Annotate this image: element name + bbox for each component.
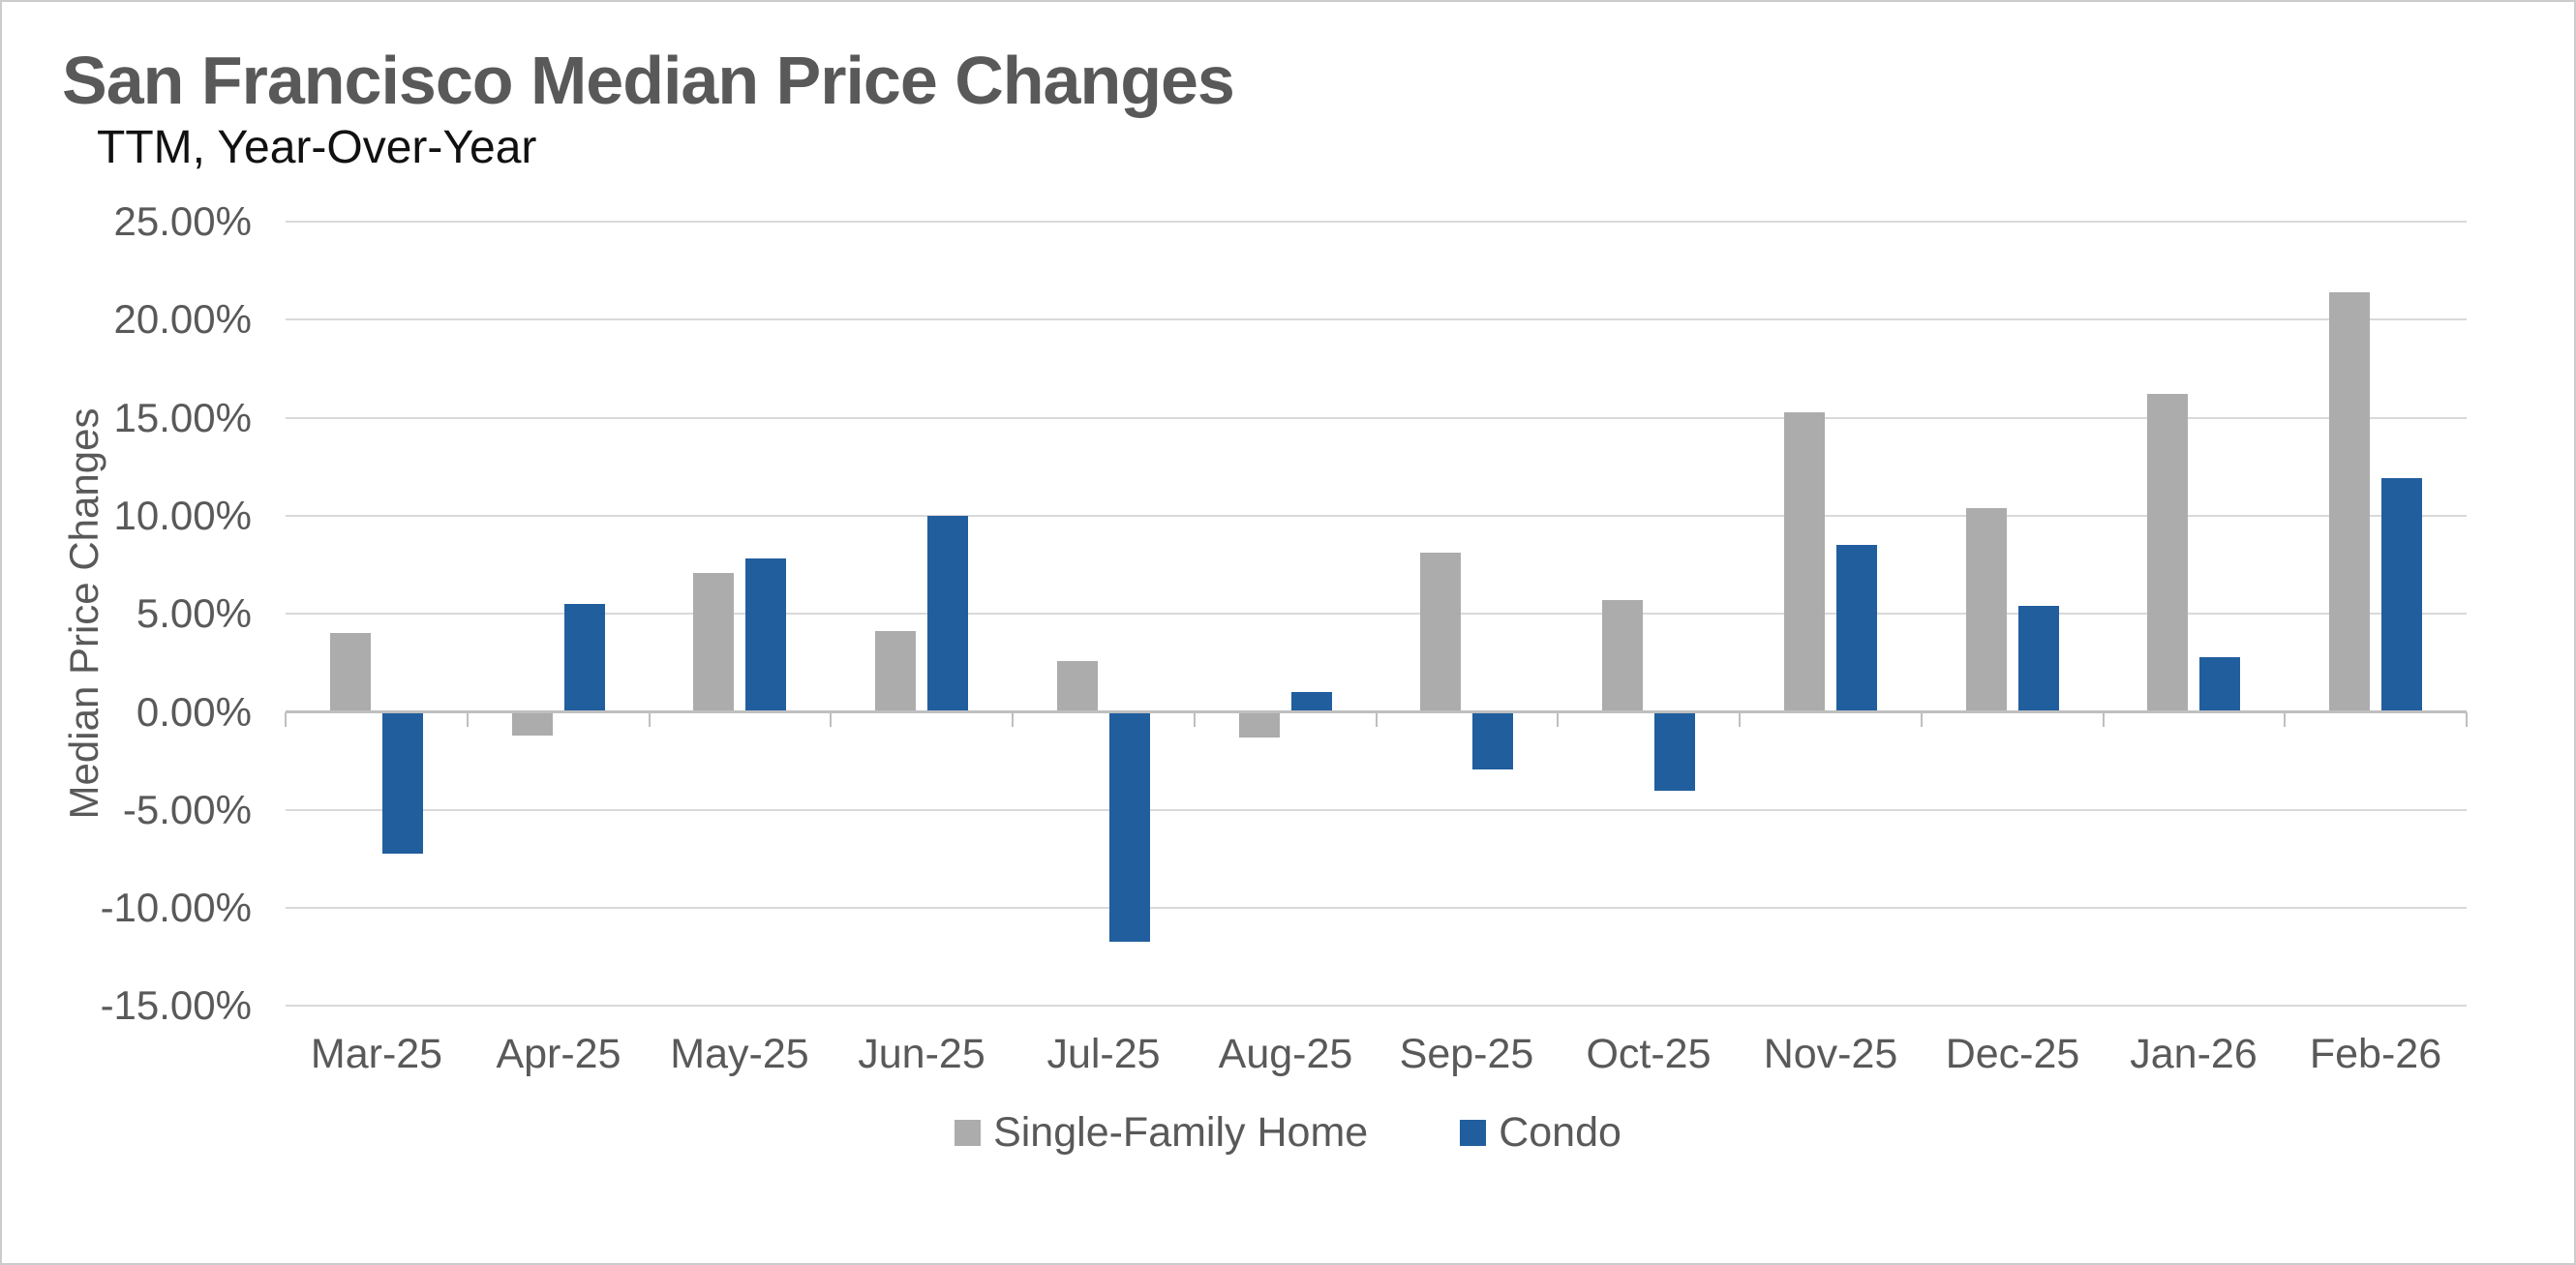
bar-condo-jan-26: [2199, 657, 2240, 712]
gridline-15-00: [286, 1005, 2467, 1007]
bar-single-family-home-apr-25: [512, 712, 553, 736]
gridline-25-00: [286, 221, 2467, 223]
y-tick-label-10-00: 10.00%: [113, 493, 252, 538]
y-tick-label-5-00: -5.00%: [122, 787, 252, 832]
legend-item-single-family-home: Single-Family Home: [955, 1110, 1368, 1155]
y-tick-label-20-00: 20.00%: [113, 296, 252, 342]
bar-condo-nov-25: [1836, 545, 1877, 711]
bar-single-family-home-mar-25: [330, 633, 371, 711]
legend-label-single-family-home: Single-Family Home: [993, 1109, 1369, 1156]
bar-condo-apr-25: [564, 604, 605, 711]
y-tick-label-25-00: 25.00%: [113, 198, 252, 244]
bar-single-family-home-jan-26: [2147, 394, 2188, 711]
y-tick-label-5-00: 5.00%: [136, 590, 252, 636]
x-tick-label-mar-25: Mar-25: [310, 1031, 443, 1077]
bar-single-family-home-sep-25: [1420, 553, 1461, 711]
bar-condo-sep-25: [1472, 712, 1513, 769]
legend-item-condo: Condo: [1460, 1110, 1621, 1155]
y-tick-label-10-00: -10.00%: [100, 885, 252, 930]
gridline-20-00: [286, 318, 2467, 320]
bar-condo-dec-25: [2018, 606, 2059, 711]
bar-condo-aug-25: [1291, 692, 1332, 711]
x-tick-label-nov-25: Nov-25: [1763, 1031, 1898, 1077]
y-tick-label-0-00: 0.00%: [136, 689, 252, 735]
x-tick-label-may-25: May-25: [670, 1031, 809, 1077]
bar-single-family-home-dec-25: [1966, 508, 2007, 712]
gridline-5-00: [286, 613, 2467, 615]
y-tick-label-15-00: 15.00%: [113, 395, 252, 440]
bar-single-family-home-jul-25: [1057, 661, 1098, 712]
x-tick-label-sep-25: Sep-25: [1399, 1031, 1534, 1077]
x-tick-label-jun-25: Jun-25: [858, 1031, 985, 1077]
legend-swatch-condo: [1460, 1119, 1487, 1146]
x-tick-label-jul-25: Jul-25: [1046, 1031, 1161, 1077]
bar-condo-oct-25: [1654, 712, 1695, 791]
bar-single-family-home-may-25: [693, 573, 734, 712]
bar-condo-may-25: [745, 558, 786, 711]
bar-condo-jun-25: [927, 516, 968, 712]
x-axis-tick: [467, 712, 469, 727]
chart-title: San Francisco Median Price Changes: [62, 43, 1235, 118]
x-tick-label-jan-26: Jan-26: [2130, 1031, 2258, 1077]
x-axis-tick: [2466, 712, 2468, 727]
chart-subtitle: TTM, Year-Over-Year: [97, 122, 537, 173]
x-tick-label-apr-25: Apr-25: [496, 1031, 621, 1077]
bar-condo-jul-25: [1109, 712, 1150, 942]
x-axis-tick: [649, 712, 651, 727]
bar-single-family-home-oct-25: [1602, 600, 1643, 711]
gridline-5-00: [286, 809, 2467, 811]
x-axis-tick: [2284, 712, 2286, 727]
x-axis-tick: [1194, 712, 1196, 727]
legend-swatch-single-family-home: [955, 1119, 982, 1146]
bar-single-family-home-nov-25: [1784, 412, 1825, 712]
bar-single-family-home-jun-25: [875, 631, 916, 711]
x-axis-tick: [1921, 712, 1923, 727]
x-tick-label-dec-25: Dec-25: [1945, 1031, 2080, 1077]
x-axis-tick: [1376, 712, 1378, 727]
x-axis-line: [286, 710, 2467, 713]
gridline-10-00: [286, 515, 2467, 517]
x-tick-label-aug-25: Aug-25: [1218, 1031, 1353, 1077]
x-axis-tick: [2103, 712, 2105, 727]
x-axis-tick: [1739, 712, 1741, 727]
legend-label-condo: Condo: [1499, 1109, 1621, 1156]
gridline-10-00: [286, 907, 2467, 909]
bar-single-family-home-feb-26: [2329, 292, 2370, 712]
x-tick-label-feb-26: Feb-26: [2309, 1031, 2442, 1077]
gridline-15-00: [286, 417, 2467, 419]
y-tick-label-15-00: -15.00%: [100, 982, 252, 1028]
x-axis-tick: [1557, 712, 1559, 727]
bar-condo-mar-25: [382, 712, 423, 854]
x-axis-tick: [830, 712, 832, 727]
legend: Single-Family Home Condo: [2, 1105, 2574, 1160]
bar-single-family-home-aug-25: [1239, 712, 1280, 738]
x-axis-tick: [285, 712, 287, 727]
bar-condo-feb-26: [2381, 478, 2422, 711]
x-tick-label-oct-25: Oct-25: [1586, 1031, 1712, 1077]
x-axis-tick: [1012, 712, 1014, 727]
